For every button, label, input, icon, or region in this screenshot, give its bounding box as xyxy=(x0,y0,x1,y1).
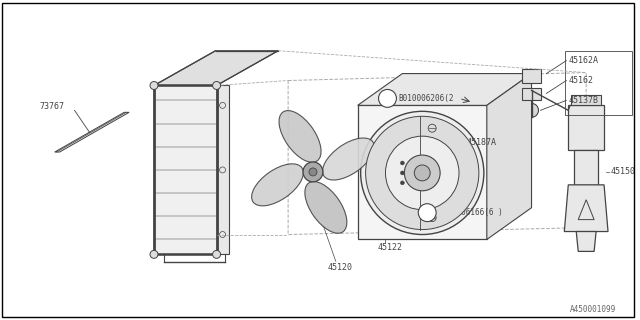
Polygon shape xyxy=(564,185,608,232)
Text: 45122: 45122 xyxy=(378,243,403,252)
Circle shape xyxy=(212,82,221,90)
Polygon shape xyxy=(576,232,596,252)
Circle shape xyxy=(150,82,158,90)
Text: A450001099: A450001099 xyxy=(570,305,616,314)
Ellipse shape xyxy=(323,138,374,180)
Circle shape xyxy=(428,124,436,132)
Text: B010006206(2: B010006206(2 xyxy=(398,94,454,103)
Circle shape xyxy=(361,111,484,235)
Polygon shape xyxy=(358,105,487,239)
Circle shape xyxy=(414,165,430,181)
Polygon shape xyxy=(54,112,129,152)
Text: 45162: 45162 xyxy=(568,76,593,85)
Circle shape xyxy=(419,204,436,221)
Circle shape xyxy=(525,103,538,117)
Ellipse shape xyxy=(305,181,347,233)
Polygon shape xyxy=(154,85,216,254)
Polygon shape xyxy=(487,74,532,239)
Polygon shape xyxy=(572,95,601,105)
Circle shape xyxy=(401,161,404,165)
Polygon shape xyxy=(574,150,598,185)
Text: 73767: 73767 xyxy=(40,102,65,111)
Polygon shape xyxy=(522,68,541,84)
Wedge shape xyxy=(365,116,479,229)
Circle shape xyxy=(404,155,440,191)
Polygon shape xyxy=(568,105,604,150)
Circle shape xyxy=(212,251,221,258)
Circle shape xyxy=(428,214,436,221)
Polygon shape xyxy=(358,74,532,105)
Text: 45150: 45150 xyxy=(611,167,636,176)
Circle shape xyxy=(309,168,317,176)
Text: B: B xyxy=(385,94,390,103)
Text: B010006166(6 ): B010006166(6 ) xyxy=(438,208,503,217)
Ellipse shape xyxy=(252,164,303,206)
Circle shape xyxy=(401,181,404,185)
Circle shape xyxy=(378,90,396,107)
Text: B: B xyxy=(425,208,429,217)
Circle shape xyxy=(401,171,404,175)
Text: 45137B: 45137B xyxy=(568,96,598,105)
Text: 45120: 45120 xyxy=(328,263,353,272)
Text: 45162A: 45162A xyxy=(568,56,598,65)
Ellipse shape xyxy=(279,111,321,162)
Bar xyxy=(216,85,228,254)
Polygon shape xyxy=(154,51,278,85)
Text: 45187A: 45187A xyxy=(467,138,497,147)
Circle shape xyxy=(303,162,323,182)
Circle shape xyxy=(150,251,158,258)
Polygon shape xyxy=(522,88,541,100)
